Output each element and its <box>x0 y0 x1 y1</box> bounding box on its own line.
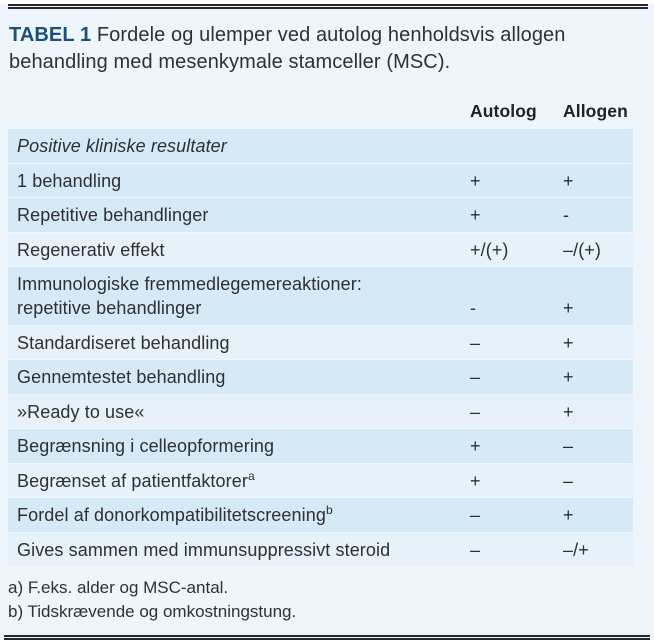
footnote-a: a) F.eks. alder og MSC-antal. <box>8 577 229 597</box>
allogen-value: –/+ <box>563 540 589 560</box>
table-row: »Ready to use« – + <box>8 394 633 429</box>
row-label: Positive kliniske resultater <box>17 136 227 156</box>
row-label: Regenerativ effekt <box>17 239 165 260</box>
allogen-value: + <box>563 401 574 422</box>
row-label: Gennemtestet behandling <box>17 367 226 387</box>
table-row: Gennemtestet behandling – + <box>8 360 633 395</box>
autolog-value: + <box>470 470 481 491</box>
row-label-line2: repetitive behandlinger <box>17 298 202 318</box>
table-row: Gives sammen med immunsuppressivt steroi… <box>8 532 633 567</box>
allogen-value: – <box>563 470 574 491</box>
row-label: Immunologiske fremmedlegemereaktioner: <box>17 274 362 294</box>
allogen-value: + <box>563 170 574 191</box>
table-row: Positive kliniske resultater <box>8 129 633 164</box>
row-label: Gives sammen med immunsuppressivt steroi… <box>17 539 391 560</box>
footnote-b: b) Tidskrævende og omkostningstung. <box>8 602 297 621</box>
table-row: Regenerativ effekt +/(+) –/(+) <box>8 232 633 267</box>
row-label: Begrænsning i celleopformering <box>17 436 275 456</box>
row-label: »Ready to use« <box>17 401 145 422</box>
allogen-value: - <box>563 205 570 225</box>
footnote-marker: a <box>247 468 255 483</box>
footnote-marker: b <box>325 503 333 517</box>
table-header-row: Autolog Allogen <box>0 101 654 124</box>
autolog-value: – <box>470 332 481 353</box>
table-row: Begrænset af patientfaktorera + – <box>8 463 633 498</box>
table-number-label: TABEL 1 <box>9 24 92 46</box>
allogen-value: + <box>563 298 574 318</box>
allogen-value: –/(+) <box>563 239 602 260</box>
top-rule <box>8 4 648 9</box>
table-body: Positive kliniske resultater 1 behandling… <box>8 129 633 567</box>
table-row: Fordel af donorkompatibilitetscreeningb –… <box>8 498 633 533</box>
autolog-value: - <box>470 298 477 318</box>
autolog-value: – <box>470 401 481 422</box>
table-row: 1 behandling + + <box>8 163 633 198</box>
allogen-value: + <box>563 367 574 387</box>
row-label: Fordel af donorkompatibilitetscreeningb <box>17 503 333 525</box>
allogen-value: + <box>563 505 574 525</box>
column-header-allogen: Allogen <box>563 101 628 121</box>
table-row: Immunologiske fremmedlegemereaktioner: re… <box>8 267 633 326</box>
autolog-value: – <box>470 367 481 387</box>
table-row: Repetitive behandlinger + - <box>8 198 633 233</box>
footnotes: a) F.eks. alder og MSC-antal. b) Tidskræ… <box>8 576 646 625</box>
table-title-text: Fordele og ulemper ved autolog henholdsv… <box>9 24 566 73</box>
column-header-autolog: Autolog <box>470 101 537 121</box>
table-title: TABEL 1 Fordele og ulemper ved autolog h… <box>9 22 634 76</box>
allogen-value: – <box>563 436 574 456</box>
row-label: Repetitive behandlinger <box>17 205 209 225</box>
table-row: Begrænsning i celleopformering + – <box>8 429 633 464</box>
allogen-value: + <box>563 332 574 353</box>
row-label: Begrænset af patientfaktorera <box>17 468 255 491</box>
table-row: Standardiseret behandling – + <box>8 325 633 360</box>
row-label: 1 behandling <box>17 170 122 191</box>
autolog-value: – <box>470 505 481 525</box>
autolog-value: + <box>470 205 481 225</box>
autolog-value: +/(+) <box>470 239 509 260</box>
row-label: Standardiseret behandling <box>17 332 230 353</box>
autolog-value: + <box>470 170 481 191</box>
top-margin-strip <box>0 0 654 4</box>
autolog-value: – <box>470 540 481 560</box>
autolog-value: + <box>470 436 481 456</box>
